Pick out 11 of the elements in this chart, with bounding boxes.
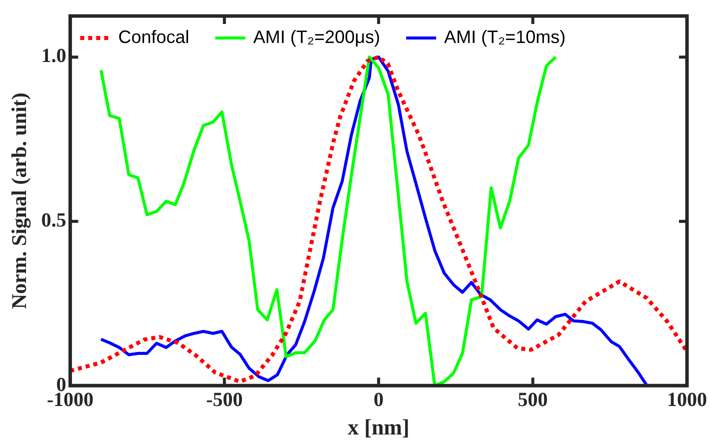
y-axis-title: Norm. Signal (arb. unit) xyxy=(7,92,32,310)
y-tick-label: 1.0 xyxy=(41,45,66,68)
x-axis-title: x [nm] xyxy=(348,414,410,440)
x-tick-label: -500 xyxy=(206,388,243,411)
x-tick-label: 500 xyxy=(518,388,548,411)
legend-label: AMI (T₂=10ms) xyxy=(444,26,566,47)
x-tick-label: 0 xyxy=(374,388,384,411)
y-tick-label: 0.5 xyxy=(41,210,66,232)
legend-label: Confocal xyxy=(118,26,190,47)
legend-label: AMI (T₂=200μs) xyxy=(253,26,380,47)
x-tick-label: 1000 xyxy=(667,388,707,411)
